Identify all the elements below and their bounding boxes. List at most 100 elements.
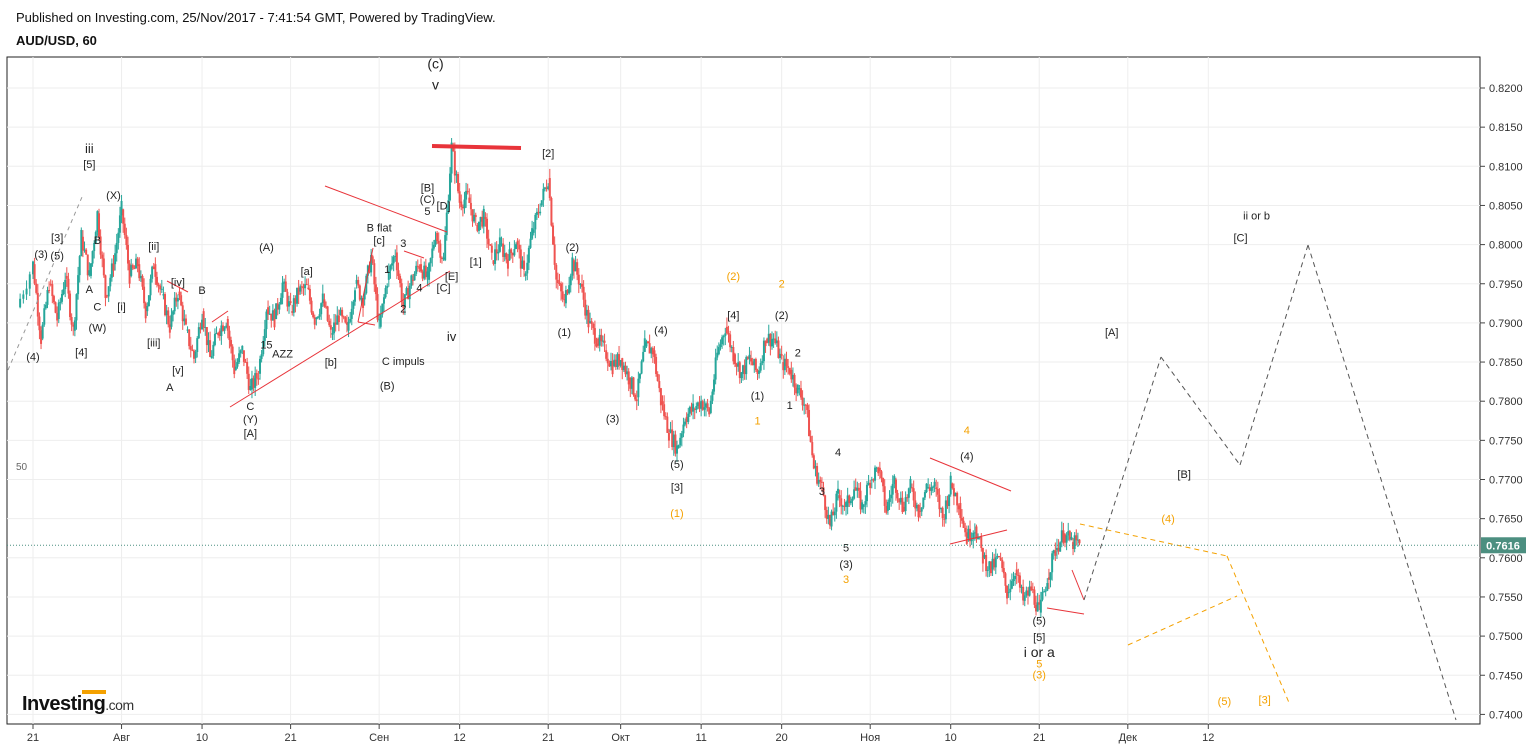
- candle-body: [152, 266, 155, 269]
- candle-body: [445, 212, 448, 236]
- bflat-line-b: [357, 321, 376, 326]
- candle-body: [803, 404, 806, 406]
- candle-body: [634, 394, 637, 400]
- candle-body: [93, 242, 96, 252]
- candle-body: [930, 487, 933, 491]
- wave-label: [iii]: [147, 337, 160, 349]
- candle-body: [827, 514, 830, 519]
- candle-body: [123, 223, 126, 236]
- candle-body: [663, 404, 666, 417]
- candle-body: [770, 338, 773, 347]
- candle-body: [215, 333, 218, 335]
- candle-body: [584, 299, 587, 316]
- wave-label: (4): [960, 451, 973, 463]
- candle-body: [743, 365, 746, 375]
- candle-body: [88, 270, 91, 276]
- candle-body: [498, 237, 501, 252]
- candle-body: [701, 401, 704, 410]
- wave-label: iii: [85, 141, 94, 156]
- candle-body: [632, 377, 635, 395]
- candle-body: [217, 333, 220, 336]
- wave-label: [c]: [373, 235, 385, 247]
- candle-body: [357, 279, 360, 286]
- candle-body: [304, 284, 307, 289]
- candle-body: [481, 216, 484, 227]
- candle-body: [564, 290, 567, 304]
- candle-body: [690, 406, 693, 412]
- candle-body: [611, 360, 614, 375]
- candle-body: [159, 285, 162, 290]
- candle-body: [539, 211, 542, 214]
- candle-body: [386, 286, 389, 289]
- candle-body: [521, 260, 524, 269]
- candle-body: [89, 263, 92, 276]
- candle-body: [1068, 531, 1071, 540]
- triangle-bottom: [949, 529, 1008, 545]
- candle-body: [669, 429, 672, 433]
- candle-body: [234, 366, 237, 370]
- candle-body: [360, 298, 363, 300]
- candle-body: [912, 488, 915, 501]
- candle-body: [294, 298, 297, 304]
- wave-label: 5: [424, 206, 430, 218]
- candle-body: [799, 388, 802, 398]
- candle-body: [276, 303, 279, 310]
- logo-domain: .com: [105, 697, 134, 713]
- candle-body: [1015, 569, 1018, 575]
- candle-body: [486, 218, 489, 239]
- wave-label: [b]: [325, 357, 337, 369]
- candle-body: [231, 346, 234, 361]
- candle-body: [940, 507, 943, 510]
- candle-body: [133, 268, 136, 270]
- candle-body: [885, 505, 888, 513]
- candle-body: [1030, 586, 1033, 591]
- proj-wave-c-up: [1239, 244, 1309, 466]
- candle-body: [350, 308, 353, 319]
- candle-body: [853, 489, 856, 499]
- proj-wave-down: [1307, 244, 1457, 721]
- candle-body: [516, 240, 519, 245]
- candle-body: [693, 409, 696, 411]
- candle-body: [52, 296, 55, 303]
- candle-body: [426, 271, 429, 278]
- wave-label: [C]: [1233, 232, 1247, 244]
- candle-body: [471, 209, 474, 222]
- candle-body: [250, 378, 253, 390]
- candle-body: [672, 434, 675, 448]
- wave-label: [3]: [51, 232, 63, 244]
- wave-label: 3: [819, 486, 825, 498]
- current-price-tag: 0.7616: [7, 537, 1526, 554]
- candle-body: [101, 254, 104, 259]
- candle-body: [838, 495, 841, 499]
- candle-body: [624, 365, 627, 375]
- candle-body: [534, 214, 537, 230]
- wave-label: [3]: [671, 482, 683, 494]
- candle-body: [370, 254, 373, 273]
- candle-body: [465, 190, 468, 200]
- wave-label: [A]: [244, 428, 257, 440]
- wave-label: 4: [964, 425, 970, 437]
- candle-body: [315, 317, 318, 319]
- candle-body: [510, 249, 513, 254]
- candle-body: [444, 235, 447, 261]
- candle-body: [162, 294, 165, 296]
- candle-body: [571, 257, 574, 276]
- candle-body: [547, 186, 550, 190]
- candle-body: [437, 240, 440, 244]
- candle-body: [833, 511, 836, 516]
- candle-body: [259, 358, 262, 374]
- candle-body: [558, 282, 561, 284]
- candle-body: [172, 311, 175, 315]
- candle-body: [872, 479, 875, 481]
- candle-body: [674, 434, 677, 454]
- candle-body: [962, 520, 965, 528]
- candle-body: [138, 264, 141, 279]
- candle-body: [60, 293, 63, 302]
- wave-label: (4): [654, 325, 667, 337]
- candle-body: [81, 236, 84, 251]
- candle-body: [1010, 581, 1013, 589]
- candle-body: [44, 304, 47, 309]
- candle-body: [168, 324, 171, 333]
- candle-body: [120, 200, 123, 216]
